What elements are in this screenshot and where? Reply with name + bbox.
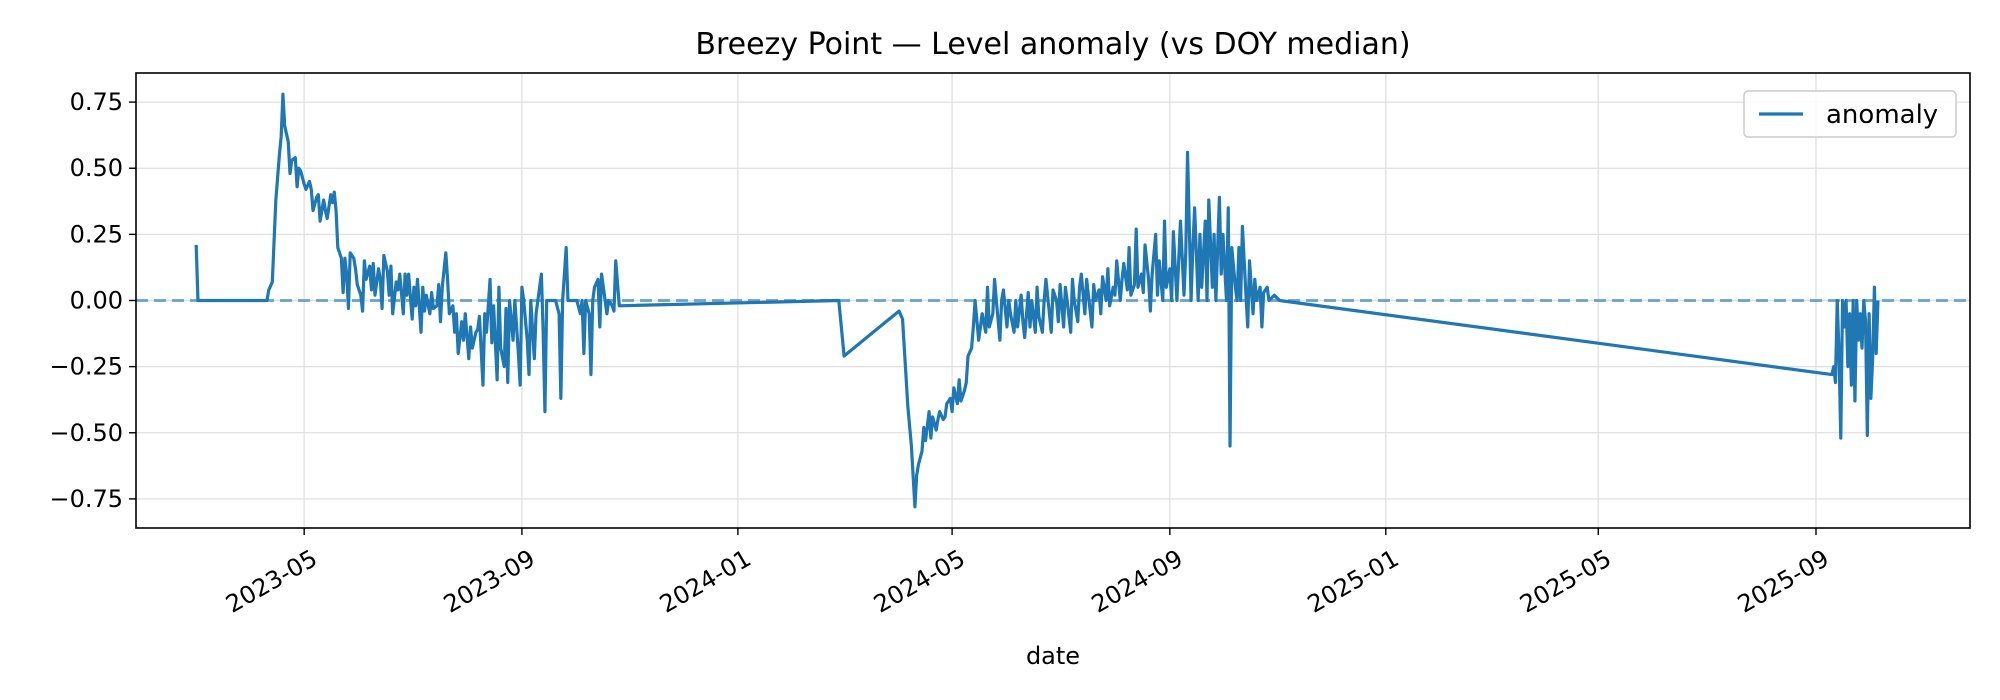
- chart-title: Breezy Point — Level anomaly (vs DOY med…: [695, 27, 1410, 62]
- series-line-anomaly: [194, 92, 1880, 509]
- legend-entry-label: anomaly: [1826, 100, 1938, 130]
- y-tick-label: −0.75: [49, 485, 123, 513]
- x-axis-label: date: [1026, 642, 1080, 670]
- legend-box: [1743, 90, 1957, 138]
- y-tick-label: 0.75: [70, 88, 123, 116]
- y-tick-label: 0.25: [70, 220, 123, 248]
- y-tick-label: 0.50: [70, 154, 123, 182]
- y-tick-label: −0.50: [49, 419, 123, 447]
- y-tick-label: 0.00: [70, 287, 123, 315]
- legend: anomaly: [1743, 90, 1957, 138]
- series-layer: [194, 92, 1880, 509]
- y-axis: 0.75 0.50 0.25 0.00 −0.25 −0.50 −0.75: [49, 88, 136, 513]
- y-tick-label: −0.25: [49, 353, 123, 381]
